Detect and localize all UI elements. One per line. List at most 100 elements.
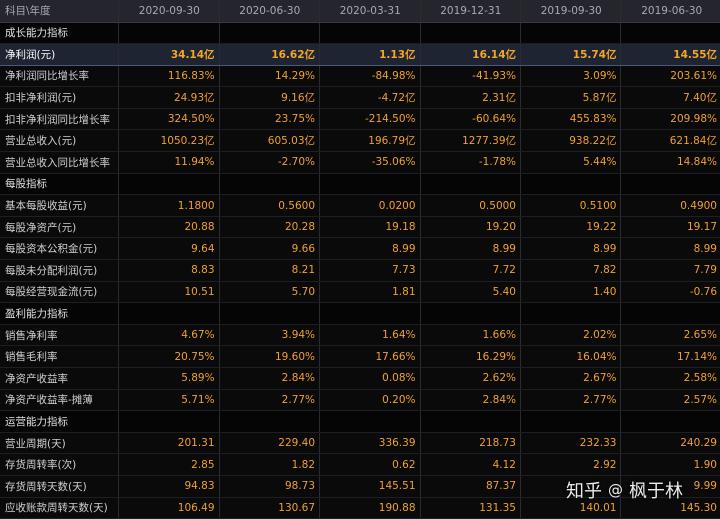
- table-row[interactable]: 营业总收入(元) 1050.23亿 605.03亿 196.79亿 1277.39亿 93…: [0, 129, 720, 153]
- value-cell: 7.73: [319, 259, 421, 282]
- value-cell: 3.09%: [520, 65, 622, 88]
- value-cell: 8.99: [319, 237, 421, 261]
- value-cell: 8.21: [219, 259, 321, 282]
- watermark-at: @: [608, 481, 623, 499]
- section-empty-cell: [420, 302, 522, 325]
- section-empty-cell: [620, 173, 720, 196]
- value-cell: 1.40: [520, 281, 622, 304]
- table-row[interactable]: 净利润同比增长率 116.83% 14.29% -84.98% -41.93% 3.09%…: [0, 65, 720, 88]
- section-empty-cell: [219, 173, 321, 196]
- section-empty-cell: [319, 302, 421, 325]
- row-label: 每股净资产(元): [0, 216, 120, 239]
- section-empty-cell: [420, 410, 522, 433]
- row-label: 净资产收益率: [0, 367, 120, 390]
- value-cell: 19.20: [420, 216, 522, 239]
- table-row[interactable]: 每股未分配利润(元) 8.83 8.21 7.73 7.72 7.82 7.79: [0, 259, 720, 282]
- row-label: 应收账款周转天数(天): [0, 497, 120, 519]
- column-header-subject[interactable]: 科目\年度: [0, 0, 120, 23]
- row-label: 净利润同比增长率: [0, 65, 120, 88]
- table-row[interactable]: 营业总收入同比增长率 11.94% -2.70% -35.06% -1.78% 5.44%…: [0, 151, 720, 174]
- value-cell: 4.67%: [118, 324, 220, 347]
- value-cell: 7.40亿: [620, 86, 720, 109]
- value-cell: -84.98%: [319, 65, 421, 88]
- section-header-row: 成长能力指标: [0, 22, 720, 45]
- table-row[interactable]: 净利润(元) 34.14亿 16.62亿 1.13亿 16.14亿 15.74亿 14.55…: [0, 43, 720, 66]
- value-cell: 7.79: [620, 259, 720, 282]
- table-row[interactable]: 基本每股收益(元) 1.1800 0.5600 0.0200 0.5000 0.5100 0…: [0, 194, 720, 217]
- section-empty-cell: [118, 173, 220, 196]
- table-row[interactable]: 销售毛利率 20.75% 19.60% 17.66% 16.29% 16.04% 17.14…: [0, 345, 720, 368]
- value-cell: -1.78%: [420, 151, 522, 174]
- value-cell: 336.39: [319, 432, 421, 455]
- value-cell: 1.90: [620, 453, 720, 476]
- table-row[interactable]: 应收账款周转天数(天) 106.49 130.67 190.88 131.35 140.0…: [0, 497, 720, 519]
- value-cell: -2.70%: [219, 151, 321, 174]
- column-header-date[interactable]: 2019-06-30: [620, 0, 720, 23]
- value-cell: 0.62: [319, 453, 421, 476]
- value-cell: 5.70: [219, 281, 321, 304]
- value-cell: 1277.39亿: [420, 129, 522, 153]
- table-row[interactable]: 存货周转天数(天) 94.83 98.73 145.51 87.37 9.99: [0, 475, 720, 498]
- table-row[interactable]: 每股资本公积金(元) 9.64 9.66 8.99 8.99 8.99 8.99: [0, 237, 720, 261]
- table-row[interactable]: 每股经营现金流(元) 10.51 5.70 1.81 5.40 1.40 -0.76: [0, 281, 720, 304]
- value-cell: 8.83: [118, 259, 220, 282]
- value-cell: -0.76: [620, 281, 720, 304]
- value-cell: 203.61%: [620, 65, 720, 88]
- value-cell: 1.13亿: [319, 43, 421, 66]
- value-cell: 1050.23亿: [118, 129, 220, 153]
- value-cell: 201.31: [118, 432, 220, 455]
- value-cell: 5.44%: [520, 151, 622, 174]
- row-label: 存货周转率(次): [0, 453, 120, 476]
- row-label: 销售毛利率: [0, 345, 120, 368]
- section-empty-cell: [520, 410, 622, 433]
- value-cell: 106.49: [118, 497, 220, 519]
- value-cell: 7.72: [420, 259, 522, 282]
- table-row[interactable]: 净资产收益率-摊薄 5.71% 2.77% 0.20% 2.84% 2.77% 2.57%: [0, 389, 720, 412]
- value-cell: 20.88: [118, 216, 220, 239]
- value-cell: -4.72亿: [319, 86, 421, 109]
- value-cell: 0.5600: [219, 194, 321, 217]
- section-title: 运营能力指标: [0, 410, 120, 433]
- value-cell: 605.03亿: [219, 129, 321, 153]
- value-cell: 5.89%: [118, 367, 220, 390]
- table-row[interactable]: 每股净资产(元) 20.88 20.28 19.18 19.20 19.22 19.17: [0, 216, 720, 239]
- value-cell: 1.82: [219, 453, 321, 476]
- table-row[interactable]: 存货周转率(次) 2.85 1.82 0.62 4.12 2.92 1.90: [0, 453, 720, 476]
- value-cell: -35.06%: [319, 151, 421, 174]
- value-cell: 229.40: [219, 432, 321, 455]
- table-row[interactable]: 销售净利率 4.67% 3.94% 1.64% 1.66% 2.02% 2.65%: [0, 324, 720, 347]
- table-row[interactable]: 扣非净利润同比增长率 324.50% 23.75% -214.50% -60.64% 45…: [0, 108, 720, 131]
- column-header-date[interactable]: 2019-09-30: [520, 0, 622, 23]
- value-cell: 19.22: [520, 216, 622, 239]
- value-cell: 3.94%: [219, 324, 321, 347]
- value-cell: 7.82: [520, 259, 622, 282]
- value-cell: 5.71%: [118, 389, 220, 412]
- row-label: 净资产收益率-摊薄: [0, 389, 120, 412]
- section-empty-cell: [219, 302, 321, 325]
- row-label: 每股经营现金流(元): [0, 281, 120, 304]
- section-empty-cell: [520, 173, 622, 196]
- value-cell: 0.5100: [520, 194, 622, 217]
- section-empty-cell: [118, 410, 220, 433]
- table-row[interactable]: 营业周期(天) 201.31 229.40 336.39 218.73 232.33 240…: [0, 432, 720, 455]
- value-cell: 8.99: [620, 237, 720, 261]
- value-cell: 11.94%: [118, 151, 220, 174]
- section-header-row: 盈利能力指标: [0, 302, 720, 325]
- value-cell: 10.51: [118, 281, 220, 304]
- column-header-date[interactable]: 2020-06-30: [219, 0, 321, 23]
- column-header-date[interactable]: 2019-12-31: [420, 0, 522, 23]
- value-cell: [520, 475, 622, 498]
- value-cell: 9.64: [118, 237, 220, 261]
- column-header-date[interactable]: 2020-03-31: [319, 0, 421, 23]
- value-cell: 2.31亿: [420, 86, 522, 109]
- table-row[interactable]: 扣非净利润(元) 24.93亿 9.16亿 -4.72亿 2.31亿 5.87亿 7.40亿: [0, 86, 720, 109]
- value-cell: 14.29%: [219, 65, 321, 88]
- value-cell: 87.37: [420, 475, 522, 498]
- value-cell: 2.67%: [520, 367, 622, 390]
- value-cell: 140.01: [520, 497, 622, 519]
- table-row[interactable]: 净资产收益率 5.89% 2.84% 0.08% 2.62% 2.67% 2.58%: [0, 367, 720, 390]
- watermark-author: 枫于林: [629, 481, 683, 502]
- column-header-date[interactable]: 2020-09-30: [118, 0, 220, 23]
- value-cell: 2.84%: [219, 367, 321, 390]
